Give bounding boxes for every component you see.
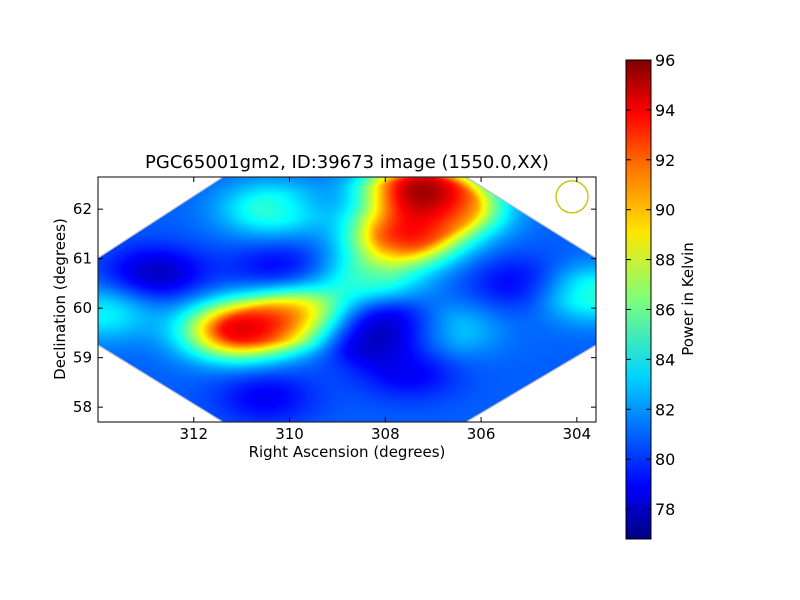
coverage-edge bbox=[98, 177, 596, 422]
y-tick-label: 62 bbox=[73, 200, 92, 218]
y-tick-label: 61 bbox=[73, 250, 92, 268]
y-axis-label: Declination (degrees) bbox=[51, 218, 69, 380]
colorbar-tick-label: 86 bbox=[655, 300, 675, 319]
chart-title: PGC65001gm2, ID:39673 image (1550.0,XX) bbox=[145, 152, 549, 173]
beam-circle bbox=[555, 180, 589, 214]
colorbar-tick-label: 88 bbox=[655, 251, 675, 270]
y-tick-label: 58 bbox=[73, 398, 92, 416]
heatmap-image bbox=[98, 177, 596, 422]
colorbar-tick-label: 90 bbox=[655, 201, 675, 220]
x-tick-label: 306 bbox=[467, 425, 496, 443]
x-tick-label: 308 bbox=[371, 425, 400, 443]
colorbar-tick-label: 80 bbox=[655, 450, 675, 469]
plot-frame bbox=[97, 176, 597, 423]
y-tick-label: 59 bbox=[73, 349, 92, 367]
colorbar bbox=[625, 59, 652, 540]
colorbar-tick-label: 94 bbox=[655, 101, 675, 120]
colorbar-tick-label: 84 bbox=[655, 350, 675, 369]
colorbar-label: Power in Kelvin bbox=[679, 242, 697, 356]
colorbar-tick-label: 92 bbox=[655, 151, 675, 170]
colorbar-tick-label: 96 bbox=[655, 51, 675, 70]
x-axis-label: Right Ascension (degrees) bbox=[248, 443, 446, 461]
heatmap-raster bbox=[98, 177, 596, 422]
x-tick-label: 310 bbox=[275, 425, 304, 443]
colorbar-tick-label: 82 bbox=[655, 400, 675, 419]
y-axis-ticks: 58 59 60 61 62 bbox=[73, 200, 596, 416]
x-tick-label: 304 bbox=[563, 425, 592, 443]
x-tick-label: 312 bbox=[179, 425, 208, 443]
x-axis-ticks: 312 310 308 306 304 bbox=[179, 177, 591, 443]
colorbar-ticks: 78 80 82 84 86 88 90 92 94 96 bbox=[626, 51, 675, 519]
colorbar-tick-label: 78 bbox=[655, 500, 675, 519]
y-tick-label: 60 bbox=[73, 299, 92, 317]
